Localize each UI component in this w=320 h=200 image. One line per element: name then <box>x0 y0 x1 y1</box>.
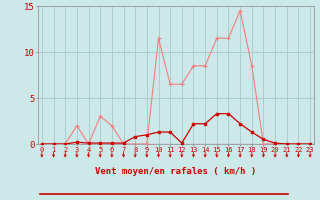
X-axis label: Vent moyen/en rafales ( km/h ): Vent moyen/en rafales ( km/h ) <box>95 167 257 176</box>
